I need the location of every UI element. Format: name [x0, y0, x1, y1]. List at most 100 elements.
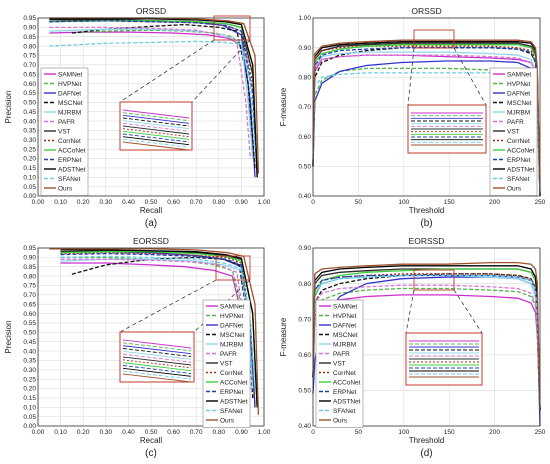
y-tick-label: 0.00: [23, 193, 36, 200]
legend-label: ADSTNet: [220, 398, 248, 405]
series-line-erpnet: [60, 252, 256, 408]
legend-label: HVPNet: [220, 313, 244, 320]
axes-frame: [312, 17, 541, 197]
legend-label: SAMNet: [333, 303, 357, 310]
x-axis-label: Recall: [140, 206, 162, 215]
series-line-erpnet: [312, 274, 541, 410]
series-line-adstnet: [312, 265, 541, 410]
y-tick-label: 0.50: [23, 330, 36, 337]
y-tick-label: 0.45: [23, 339, 36, 346]
x-tick-label: 50: [355, 429, 363, 436]
y-tick-label: 0.80: [298, 281, 311, 288]
legend-label: SFANet: [220, 408, 243, 415]
y-axis-label: Precision: [4, 321, 13, 354]
legend-label: ACCoNet: [333, 379, 361, 386]
x-tick-label: 200: [489, 429, 500, 436]
y-tick-label: 0.10: [23, 174, 36, 181]
legend-label: CorrNet: [220, 370, 243, 377]
legend-label: VST: [58, 128, 71, 135]
x-tick-label: 250: [535, 429, 546, 436]
x-tick-label: 0.30: [99, 199, 112, 206]
y-tick-label: 0.70: [298, 316, 311, 323]
zoom-connector: [453, 289, 483, 334]
y-tick-label: 0.40: [298, 423, 311, 430]
y-tick-label: 0.30: [23, 137, 36, 144]
legend-label: PAFR: [507, 119, 524, 126]
y-tick-label: 0.00: [23, 423, 36, 430]
chart-panel-a: 0.00 0.10 0.20 0.30 0.40 0.50 0.60 0.70 0.80 0.90…: [4, 6, 271, 229]
zoom-inset-line-acconet: [122, 362, 192, 372]
zoom-source-box: [413, 269, 455, 291]
x-axis-label: Recall: [140, 436, 162, 445]
zoom-inset-line-adstnet: [122, 136, 190, 146]
zoom-inset-line-adstnet: [122, 367, 192, 377]
legend-label: MSCNet: [220, 332, 245, 339]
legend-label: VST: [507, 128, 520, 135]
zoom-inset-line-acconet: [122, 130, 190, 140]
y-tick-label: 0.40: [23, 348, 36, 355]
legend-label: SFANet: [507, 176, 530, 183]
zoom-inset-line-mjrbm: [122, 120, 190, 130]
y-tick-label: 0.55: [23, 90, 36, 97]
legend-label: VST: [333, 360, 346, 367]
zoom-connector: [405, 289, 415, 334]
legend-label: MJRBM: [333, 341, 356, 348]
y-tick-label: 0.20: [23, 386, 36, 393]
x-tick-label: 200: [489, 199, 500, 206]
x-tick-label: 150: [444, 429, 455, 436]
y-tick-label: 0.80: [298, 75, 311, 82]
y-tick-label: 0.80: [23, 43, 36, 50]
x-tick-label: 0.10: [54, 199, 67, 206]
x-tick-label: 1.00: [258, 199, 271, 206]
legend-label: DAFNet: [220, 322, 243, 329]
y-tick-label: 0.60: [23, 311, 36, 318]
axes-frame: [37, 247, 265, 427]
x-tick-label: 0.40: [122, 199, 135, 206]
legend-label: ADSTNet: [333, 398, 361, 405]
y-tick-label: 0.75: [23, 283, 36, 290]
series-line-pafr: [49, 26, 252, 159]
y-tick-label: 0.60: [23, 81, 36, 88]
chart-title: EORSSD: [409, 236, 445, 246]
zoom-source-box: [413, 29, 455, 49]
zoom-inset-line-pafr: [122, 122, 190, 132]
x-tick-label: 0: [311, 429, 315, 436]
legend-label: ERPNet: [333, 389, 357, 396]
x-tick-label: 150: [444, 199, 455, 206]
zoom-inset-line-erpnet: [122, 133, 190, 143]
legend-label: MJRBM: [220, 341, 243, 348]
legend-label: SFANet: [58, 176, 81, 183]
legend-label: ACCoNet: [507, 147, 535, 154]
x-tick-label: 0.50: [145, 199, 158, 206]
legend-label: MSCNet: [58, 100, 83, 107]
legend-label: DAFNet: [333, 322, 356, 329]
y-tick-label: 0.05: [23, 414, 36, 421]
x-tick-label: 100: [398, 199, 409, 206]
legend-label: Ours: [333, 417, 348, 424]
zoom-inset-line-ours: [122, 373, 192, 383]
legend-label: ADSTNet: [507, 166, 535, 173]
x-tick-label: 0.50: [145, 429, 158, 436]
y-tick-label: 0.20: [23, 156, 36, 163]
zoom-inset-line-corrnet: [122, 359, 192, 369]
zoom-inset-line-ours: [122, 141, 190, 151]
zoom-inset-line-dafnet: [122, 114, 190, 124]
y-tick-label: 0.15: [23, 165, 36, 172]
y-tick-label: 0.90: [298, 45, 311, 52]
x-tick-label: 0.80: [212, 429, 225, 436]
zoom-inset-line-vst: [122, 125, 190, 135]
x-tick-label: 0.20: [77, 199, 90, 206]
series-line-ours: [49, 248, 260, 415]
legend-label: CorrNet: [507, 138, 530, 145]
panel-caption: (a): [145, 218, 157, 229]
x-tick-label: 0.40: [122, 429, 135, 436]
x-tick-label: 0.60: [167, 429, 180, 436]
y-axis-label: F-measure: [279, 317, 288, 356]
y-tick-label: 0.55: [23, 320, 36, 327]
y-tick-label: 0.50: [298, 164, 311, 171]
y-tick-label: 0.15: [23, 395, 36, 402]
zoom-inset-line-hvpnet: [122, 112, 190, 122]
x-tick-label: 0.00: [32, 199, 45, 206]
zoom-inset: [119, 101, 193, 151]
